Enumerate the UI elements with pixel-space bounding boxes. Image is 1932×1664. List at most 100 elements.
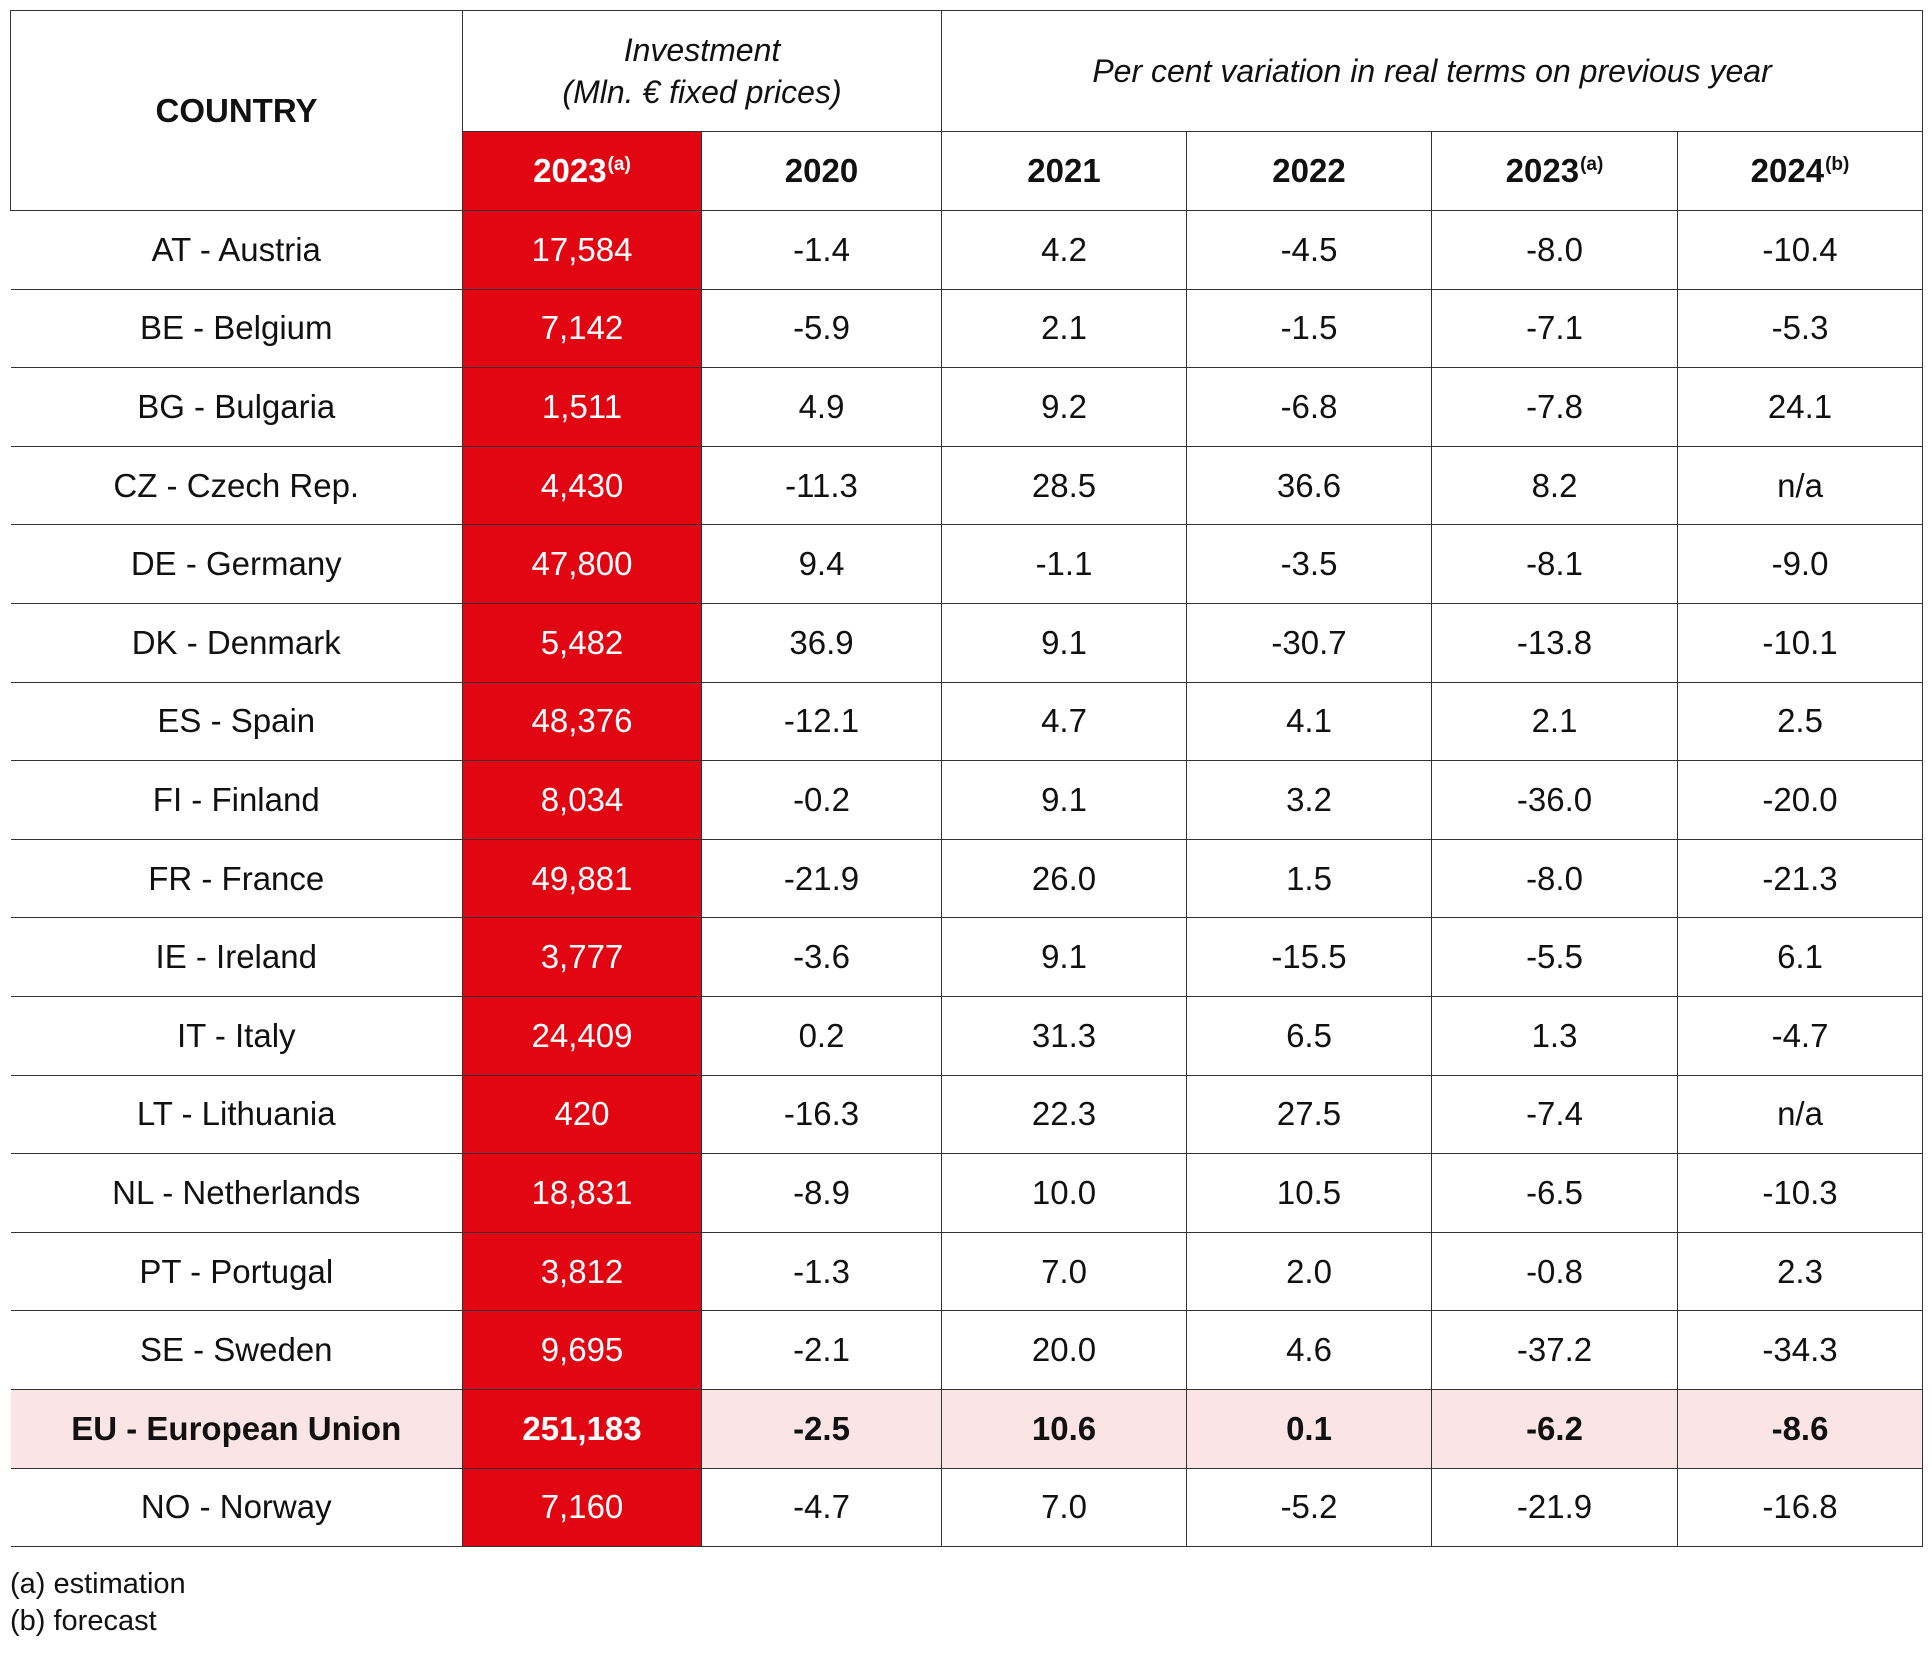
investment-cell: 3,812 — [462, 1231, 702, 1312]
table-header: COUNTRY Investment (Mln. € fixed prices)… — [10, 10, 1924, 211]
variation-2022-cell: 10.5 — [1186, 1153, 1432, 1233]
investment-cell: 1,511 — [462, 367, 702, 447]
country-cell: DE - Germany — [10, 524, 463, 604]
investment-cell: 251,183 — [462, 1388, 702, 1469]
variation-2020-cell: -2.5 — [701, 1388, 942, 1469]
variation-2021-cell: 9.1 — [941, 917, 1187, 997]
variation-2022-cell: 0.1 — [1186, 1388, 1432, 1469]
table-body: AT - Austria 17,584 -1.4 4.2 -4.5 -8.0 -10.4 BE… — [10, 210, 1924, 1548]
variation-2020-cell: -16.3 — [701, 1074, 942, 1155]
variation-2023-cell: -8.0 — [1431, 210, 1678, 290]
investment-cell: 8,034 — [462, 760, 702, 840]
table-row: LT - Lithuania 420 -16.3 22.3 27.5 -7.4 n/a — [10, 1074, 1924, 1155]
variation-2024-cell: -34.3 — [1676, 1310, 1924, 1390]
variation-2021-cell: 20.0 — [941, 1310, 1187, 1390]
variation-2024-cell: 2.5 — [1676, 681, 1924, 762]
variation-2024-cell: -16.8 — [1676, 1467, 1924, 1548]
variation-2023-cell: 1.3 — [1431, 995, 1678, 1076]
variation-2022-cell: 27.5 — [1186, 1074, 1432, 1155]
variation-2022-cell: 4.6 — [1186, 1310, 1432, 1390]
variation-2021-cell: 9.1 — [941, 602, 1187, 683]
investment-cell: 48,376 — [462, 681, 702, 762]
variation-2021-cell: 9.2 — [941, 367, 1187, 447]
variation-2020-cell: -11.3 — [701, 445, 942, 526]
investment-cell: 7,142 — [462, 288, 702, 369]
variation-2022-cell: 6.5 — [1186, 995, 1432, 1076]
table-row: CZ - Czech Rep. 4,430 -11.3 28.5 36.6 8.2 n/a — [10, 445, 1924, 526]
variation-2024-cell: -9.0 — [1676, 524, 1924, 604]
variation-2021-cell: 28.5 — [941, 445, 1187, 526]
variation-group-header: Per cent variation in real terms on prev… — [940, 10, 1924, 132]
variation-2020-cell: -1.4 — [701, 210, 942, 290]
country-cell: FR - France — [10, 838, 463, 919]
variation-2023-cell: -6.5 — [1431, 1153, 1678, 1233]
variation-2022-cell: 36.6 — [1186, 445, 1432, 526]
table-row: FI - Finland 8,034 -0.2 9.1 3.2 -36.0 -20.0 — [10, 760, 1924, 840]
variation-2022-cell: -3.5 — [1186, 524, 1432, 604]
table-row: PT - Portugal 3,812 -1.3 7.0 2.0 -0.8 2.3 — [10, 1231, 1924, 1312]
investment-cell: 47,800 — [462, 524, 702, 604]
variation-2021-cell: 9.1 — [941, 760, 1187, 840]
investment-cell: 49,881 — [462, 838, 702, 919]
variation-2021-cell: 10.6 — [941, 1388, 1187, 1469]
table-row: BE - Belgium 7,142 -5.9 2.1 -1.5 -7.1 -5.3 — [10, 288, 1924, 369]
variation-2023-cell: -8.1 — [1431, 524, 1678, 604]
variation-2024-cell: n/a — [1676, 445, 1924, 526]
variation-2024-cell: 2.3 — [1676, 1231, 1924, 1312]
variation-2022-cell: 2.0 — [1186, 1231, 1432, 1312]
table-row: IT - Italy 24,409 0.2 31.3 6.5 1.3 -4.7 — [10, 995, 1924, 1076]
variation-2024-cell: -10.3 — [1676, 1153, 1924, 1233]
investment-cell: 7,160 — [462, 1467, 702, 1548]
variation-2021-cell: 22.3 — [941, 1074, 1187, 1155]
variation-2023-cell: -5.5 — [1431, 917, 1678, 997]
country-cell: IE - Ireland — [10, 917, 463, 997]
variation-2024-cell: -21.3 — [1676, 838, 1924, 919]
variation-2023-cell: -36.0 — [1431, 760, 1678, 840]
table-row-eu-total: EU - European Union 251,183 -2.5 10.6 0.1 -6.… — [10, 1388, 1924, 1469]
variation-2020-cell: -21.9 — [701, 838, 942, 919]
variation-2021-cell: 4.7 — [941, 681, 1187, 762]
country-cell: BE - Belgium — [10, 288, 463, 369]
country-cell: CZ - Czech Rep. — [10, 445, 463, 526]
table-row: DE - Germany 47,800 9.4 -1.1 -3.5 -8.1 -9.0 — [10, 524, 1924, 604]
variation-2022-cell: -15.5 — [1186, 917, 1432, 997]
investment-table: COUNTRY Investment (Mln. € fixed prices)… — [10, 10, 1924, 1548]
country-cell: ES - Spain — [10, 681, 463, 762]
country-cell: FI - Finland — [10, 760, 463, 840]
variation-2021-cell: 4.2 — [941, 210, 1187, 290]
variation-2022-cell: 3.2 — [1186, 760, 1432, 840]
variation-2020-cell: -5.9 — [701, 288, 942, 369]
variation-2024-cell: 24.1 — [1676, 367, 1924, 447]
country-cell: LT - Lithuania — [10, 1074, 463, 1155]
year-header-2024: 2024(b) — [1676, 131, 1924, 211]
variation-2020-cell: 9.4 — [701, 524, 942, 604]
investment-header-line1: Investment — [623, 32, 781, 68]
variation-2020-cell: -0.2 — [701, 760, 942, 840]
investment-header-line2: (Mln. € fixed prices) — [562, 74, 842, 110]
footnotes: (a) estimation (b) forecast — [10, 1566, 186, 1640]
variation-2022-cell: -30.7 — [1186, 602, 1432, 683]
year-header-2021: 2021 — [941, 131, 1187, 211]
variation-2024-cell: -10.4 — [1676, 210, 1924, 290]
investment-cell: 18,831 — [462, 1153, 702, 1233]
variation-2022-cell: -5.2 — [1186, 1467, 1432, 1548]
year-header-2023: 2023(a) — [1431, 131, 1678, 211]
variation-2023-cell: -7.1 — [1431, 288, 1678, 369]
variation-2020-cell: -2.1 — [701, 1310, 942, 1390]
country-cell: PT - Portugal — [10, 1231, 463, 1312]
footnote-a: (a) estimation — [10, 1568, 186, 1600]
table-row: DK - Denmark 5,482 36.9 9.1 -30.7 -13.8 -10.1 — [10, 602, 1924, 683]
variation-2024-cell: -5.3 — [1676, 288, 1924, 369]
table-row: ES - Spain 48,376 -12.1 4.7 4.1 2.1 2.5 — [10, 681, 1924, 762]
table-row: FR - France 49,881 -21.9 26.0 1.5 -8.0 -21.3 — [10, 838, 1924, 919]
table-row: AT - Austria 17,584 -1.4 4.2 -4.5 -8.0 -10.4 — [10, 210, 1924, 290]
investment-cell: 420 — [462, 1074, 702, 1155]
footnote-b: (b) forecast — [10, 1605, 157, 1637]
variation-2023-cell: -37.2 — [1431, 1310, 1678, 1390]
country-cell: BG - Bulgaria — [10, 367, 463, 447]
country-cell: AT - Austria — [10, 210, 463, 290]
variation-2023-cell: -0.8 — [1431, 1231, 1678, 1312]
table-row: BG - Bulgaria 1,511 4.9 9.2 -6.8 -7.8 24.1 — [10, 367, 1924, 447]
variation-2021-cell: 31.3 — [941, 995, 1187, 1076]
variation-2021-cell: 7.0 — [941, 1231, 1187, 1312]
